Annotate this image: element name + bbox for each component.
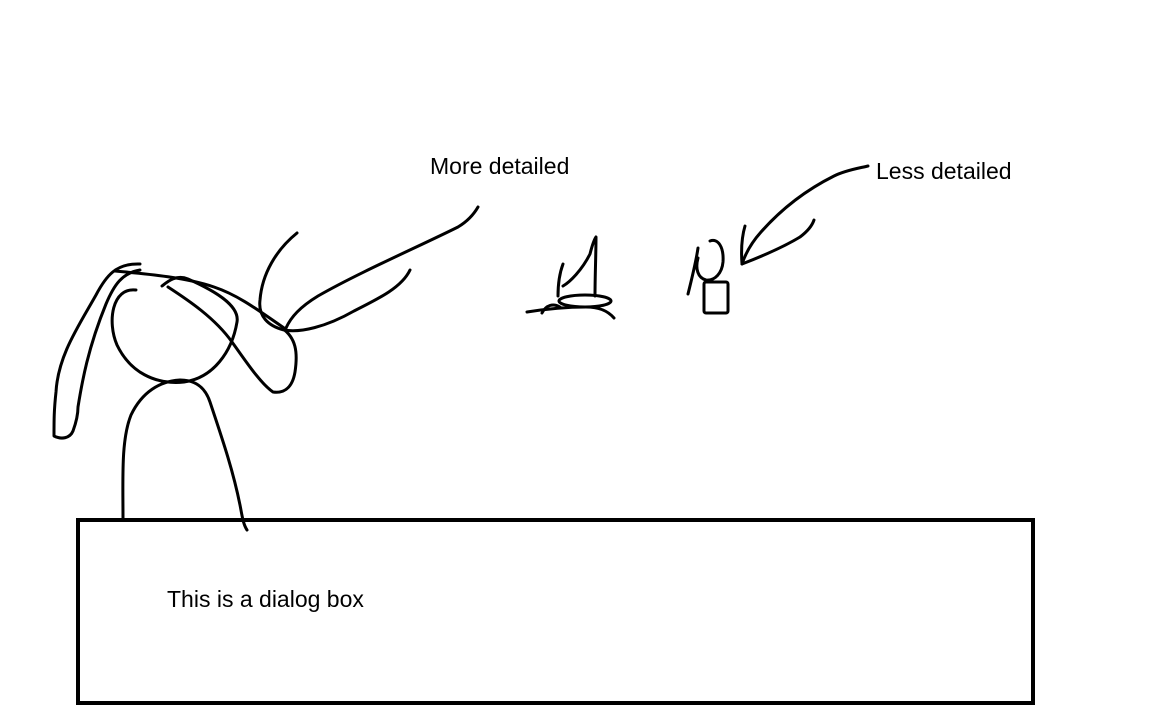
character-neck-and-body <box>121 378 249 532</box>
dialog-box: This is a dialog box <box>76 518 1035 705</box>
distant-sailboat-sketch <box>525 235 616 320</box>
sailboat-hull <box>557 293 613 309</box>
character-hair-right-lock <box>166 285 298 394</box>
sailboat-left-sail <box>556 262 565 298</box>
character-hair-left-strand <box>52 262 142 440</box>
less-detailed-arrow-stem <box>740 164 870 266</box>
sailboat-right-sail <box>561 235 598 298</box>
more-detailed-arrow <box>284 205 480 330</box>
dialog-box-text: This is a dialog box <box>167 586 364 612</box>
less-detailed-label: Less detailed <box>876 158 1012 184</box>
detailed-character-sketch <box>52 231 412 532</box>
distant-figure-strand <box>686 246 700 296</box>
distant-figure-sketch <box>686 238 730 315</box>
sailboat-left-wake <box>540 303 562 315</box>
distant-figure-head <box>695 238 725 282</box>
less-detailed-arrow-head <box>740 218 816 266</box>
distant-figure-body <box>702 280 730 315</box>
character-face-outline <box>110 275 239 384</box>
character-ponytail <box>258 231 412 333</box>
more-detailed-label: More detailed <box>430 153 570 179</box>
sailboat-water-line <box>525 305 616 320</box>
